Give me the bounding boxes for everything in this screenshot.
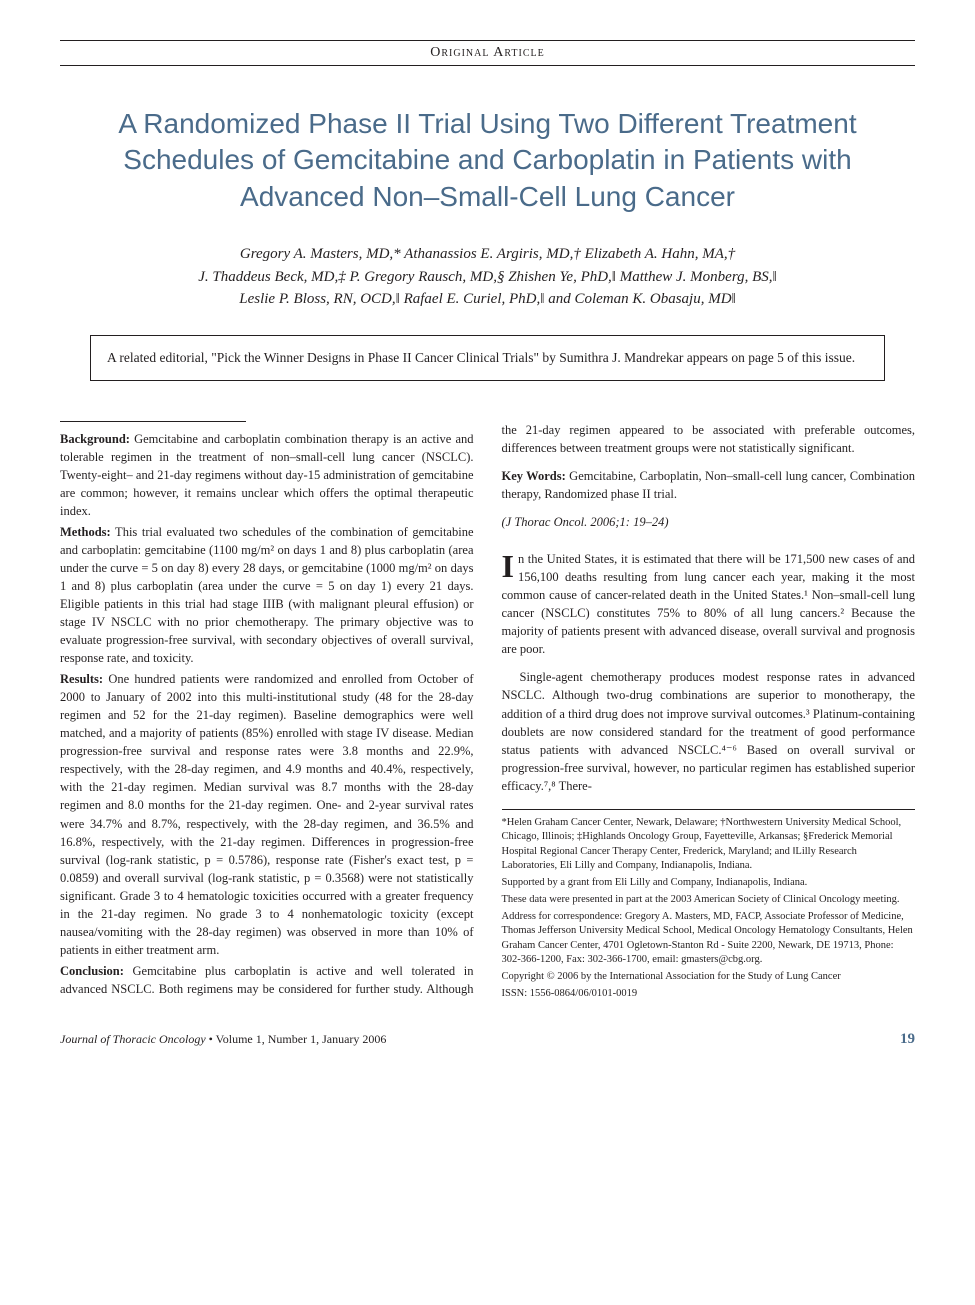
editorial-text: A related editorial, "Pick the Winner De… — [107, 350, 855, 365]
footnotes-block: *Helen Graham Cancer Center, Newark, Del… — [502, 809, 916, 1001]
intro-paragraph-1: In the United States, it is estimated th… — [502, 550, 916, 659]
presented-footnote: These data were presented in part at the… — [502, 893, 916, 907]
authors-line-3: Leslie P. Bloss, RN, OCD,‖ Rafael E. Cur… — [60, 288, 915, 311]
results-label: Results: — [60, 672, 103, 686]
abstract-results: Results: One hundred patients were rando… — [60, 670, 474, 960]
related-editorial-box: A related editorial, "Pick the Winner De… — [90, 335, 885, 381]
main-two-column: Background: Gemcitabine and carboplatin … — [60, 421, 915, 1001]
keywords-label: Key Words: — [502, 469, 566, 483]
support-footnote: Supported by a grant from Eli Lilly and … — [502, 876, 916, 890]
page-number: 19 — [900, 1031, 915, 1048]
footer-journal-name: Journal of Thoracic Oncology — [60, 1032, 206, 1046]
correspondence-footnote: Address for correspondence: Gregory A. M… — [502, 910, 916, 967]
results-text: One hundred patients were randomized and… — [60, 672, 474, 958]
dropcap-letter: I — [502, 550, 518, 580]
background-label: Background: — [60, 432, 130, 446]
abstract-methods: Methods: This trial evaluated two schedu… — [60, 523, 474, 668]
authors-line-2: J. Thaddeus Beck, MD,‡ P. Gregory Rausch… — [60, 266, 915, 289]
authors-line-1: Gregory A. Masters, MD,* Athanassios E. … — [60, 243, 915, 266]
keywords-block: Key Words: Gemcitabine, Carboplatin, Non… — [502, 467, 916, 503]
copyright-footnote: Copyright © 2006 by the International As… — [502, 970, 916, 984]
affiliations-footnote: *Helen Graham Cancer Center, Newark, Del… — [502, 816, 916, 873]
page-footer: Journal of Thoracic Oncology • Volume 1,… — [60, 1031, 915, 1048]
authors-block: Gregory A. Masters, MD,* Athanassios E. … — [60, 243, 915, 311]
journal-citation: (J Thorac Oncol. 2006;1: 19–24) — [502, 513, 916, 531]
conclusion-label: Conclusion: — [60, 964, 124, 978]
abstract-background: Background: Gemcitabine and carboplatin … — [60, 430, 474, 521]
methods-text: This trial evaluated two schedules of th… — [60, 525, 474, 666]
methods-label: Methods: — [60, 525, 111, 539]
issn-footnote: ISSN: 1556-0864/06/0101-0019 — [502, 987, 916, 1001]
intro-paragraph-2: Single-agent chemotherapy produces modes… — [502, 668, 916, 795]
article-title: A Randomized Phase II Trial Using Two Di… — [60, 106, 915, 215]
article-type-header: Original Article — [60, 40, 915, 66]
article-type-label: Original Article — [430, 45, 544, 60]
abstract-top-rule — [60, 421, 246, 422]
footer-issue: • Volume 1, Number 1, January 2006 — [206, 1032, 387, 1046]
footer-journal-info: Journal of Thoracic Oncology • Volume 1,… — [60, 1032, 386, 1047]
intro-text-1: n the United States, it is estimated tha… — [502, 552, 916, 657]
